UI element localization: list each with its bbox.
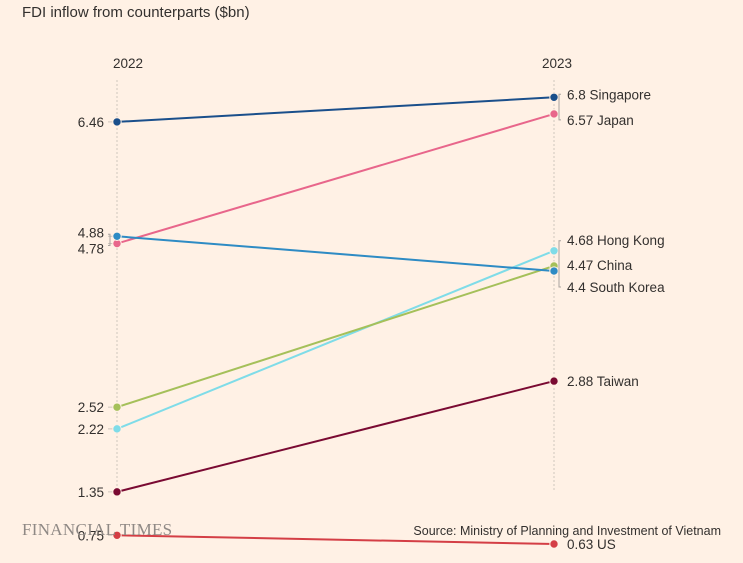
series-line-taiwan (116, 380, 555, 493)
series-label-china: 4.47 China (567, 258, 633, 273)
point-2022-taiwan (112, 487, 122, 497)
series-label-japan: 6.57 Japan (567, 113, 634, 128)
left-tick-label: 2.22 (78, 422, 104, 437)
chart-title: FDI inflow from counterparts ($bn) (22, 4, 250, 21)
x-label-2023: 2023 (542, 56, 572, 71)
series-label-hong-kong: 4.68 Hong Kong (567, 233, 665, 248)
point-2023-us (549, 539, 559, 549)
left-tick-label: 1.35 (78, 485, 104, 500)
point-2023-japan (549, 109, 559, 119)
point-2023-taiwan (549, 376, 559, 386)
source-note: Source: Ministry of Planning and Investm… (413, 524, 721, 538)
left-tick-label: 4.88 (78, 225, 104, 240)
point-2022-south-korea (112, 231, 122, 241)
series-line-japan (116, 112, 555, 245)
point-2022-hong-kong (112, 424, 122, 434)
point-2022-singapore (112, 117, 122, 127)
series-line-hong-kong (116, 249, 555, 430)
series-line-south-korea (116, 235, 555, 273)
series-label-singapore: 6.8 Singapore (567, 87, 651, 102)
point-2022-us (112, 530, 122, 540)
right-label-bracket-top (558, 93, 561, 121)
left-label-bracket (108, 233, 111, 247)
right-label-bracket (558, 240, 561, 288)
series-label-taiwan: 2.88 Taiwan (567, 374, 639, 389)
series-line-singapore (116, 96, 555, 123)
ft-logo-text: FINANCIAL TIMES (22, 520, 173, 539)
left-tick-label: 0.75 (78, 528, 104, 543)
series-line-us (116, 534, 555, 545)
series-label-south-korea: 4.4 South Korea (567, 280, 665, 295)
x-label-2022: 2022 (113, 56, 143, 71)
series-label-us: 0.63 US (567, 537, 616, 552)
series-line-china (116, 265, 555, 409)
left-tick-label: 4.78 (78, 242, 104, 257)
point-2023-singapore (549, 92, 559, 102)
point-2023-south-korea (549, 266, 559, 276)
point-2023-hong-kong (549, 246, 559, 256)
left-tick-label: 6.46 (78, 115, 104, 130)
point-2022-china (112, 402, 122, 412)
left-tick-label: 2.52 (78, 400, 104, 415)
